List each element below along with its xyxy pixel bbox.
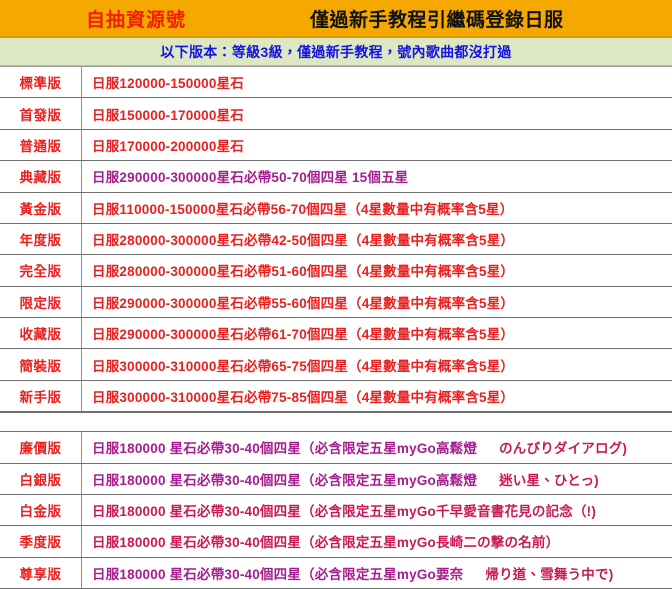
table-row: 完全版 日服280000-300000星石必帶51-60個四星（4星數量中有概率含… <box>0 255 672 287</box>
version-detail-cell: 日服120000-150000星石 <box>82 67 672 97</box>
table-row: 年度版 日服280000-300000星石必帶42-50個四星（4星數量中有概率含… <box>0 223 672 256</box>
table-row: 限定版 日服290000-300000星石必帶55-60個四星（4星數量中有概率含… <box>0 286 672 318</box>
version-detail-cell: 日服180000 星石必帶30-40個四星（必含限定五星myGo要奈 帰り道、雪舞… <box>82 558 672 588</box>
version-detail-text: 日服290000-300000星石必帶50-70個四星 15個五星 <box>92 170 409 186</box>
table-row: 尊享版 日服180000 星石必帶30-40個四星（必含限定五星myGo要奈 帰り道… <box>0 557 672 589</box>
version-label-cell: 廉價版 <box>0 432 82 463</box>
version-detail-cell: 日服290000-300000星石必帶50-70個四星 15個五星 <box>82 161 672 191</box>
version-label-cell: 白銀版 <box>0 463 82 494</box>
header-band: 自抽資源號 僅過新手教程引繼碼登錄日服 <box>0 0 672 38</box>
version-label-cell: 白金版 <box>0 494 82 526</box>
version-detail-text: 日服180000 星石必帶30-40個四星（必含限定五星myGo要奈 <box>92 566 464 582</box>
version-detail-text: 日服150000-170000星石 <box>92 107 244 123</box>
version-label-cell: 年度版 <box>0 223 82 255</box>
version-detail-cell: 日服280000-300000星石必帶51-60個四星（4星數量中有概率含5星） <box>82 255 672 285</box>
version-detail-text: 日服120000-150000星石 <box>92 76 244 92</box>
version-detail-text: 日服180000 星石必帶30-40個四星（必含限定五星myGo高鬆燈 <box>92 441 478 457</box>
section-separator <box>0 412 672 433</box>
table-row: 收藏版 日服290000-300000星石必帶61-70個四星（4星數量中有概率含… <box>0 318 672 350</box>
version-label-cell: 典藏版 <box>0 161 82 192</box>
version-label-cell: 尊享版 <box>0 557 82 588</box>
version-label-cell: 普通版 <box>0 129 82 161</box>
version-detail-cell: 日服290000-300000星石必帶55-60個四星（4星數量中有概率含5星） <box>82 287 672 317</box>
table-row: 標準版 日服120000-150000星石 <box>0 67 672 99</box>
version-detail-text: 日服300000-310000星石必帶65-75個四星（4星數量中有概率含5星） <box>92 358 515 374</box>
version-detail-text: 日服280000-300000星石必帶42-50個四星（4星數量中有概率含5星） <box>92 233 515 249</box>
version-label-cell: 季度版 <box>0 526 82 557</box>
version-detail-cell: 日服180000 星石必帶30-40個四星（必含限定五星myGo高鬆燈 のんびりダ… <box>82 432 672 462</box>
version-detail-text: 日服290000-300000星石必帶55-60個四星（4星數量中有概率含5星） <box>92 295 515 311</box>
version-detail-cell: 日服170000-200000星石 <box>82 130 672 160</box>
version-label-cell: 完全版 <box>0 255 82 286</box>
page-title-right: 僅過新手教程引繼碼登錄日服 <box>310 9 564 31</box>
version-detail-cell: 日服150000-170000星石 <box>82 98 672 128</box>
version-detail-text: 日服180000 星石必帶30-40個四星（必含限定五星myGo千早愛音書花見の… <box>92 504 597 520</box>
table-row: 新手版 日服300000-310000星石必帶75-85個四星（4星數量中有概率含… <box>0 380 672 413</box>
version-detail-cell: 日服300000-310000星石必帶75-85個四星（4星數量中有概率含5星） <box>82 381 672 411</box>
table-row: 簡裝版 日服300000-310000星石必帶65-75個四星（4星數量中有概率含… <box>0 349 672 381</box>
version-detail-text: 日服280000-300000星石必帶51-60個四星（4星數量中有概率含5星） <box>92 264 515 280</box>
version-detail-cell: 日服110000-150000星石必帶56-70個四星（4星數量中有概率含5星） <box>82 193 672 223</box>
table-row: 白金版 日服180000 星石必帶30-40個四星（必含限定五星myGo千早愛音書… <box>0 494 672 527</box>
version-detail-cell: 日服180000 星石必帶30-40個四星（必含限定五星myGo高鬆燈 迷い星、ひ… <box>82 464 672 494</box>
version-detail-cell: 日服180000 星石必帶30-40個四星（必含限定五星myGo千早愛音書花見の… <box>82 495 672 525</box>
subtitle-text: 以下版本：等級3級，僅過新手教程，號內歌曲都沒打過 <box>160 43 512 60</box>
table-row: 季度版 日服180000 星石必帶30-40個四星（必含限定五星myGo長崎二の撃… <box>0 526 672 558</box>
table-row: 首發版 日服150000-170000星石 <box>0 98 672 130</box>
subtitle-band: 以下版本：等級3級，僅過新手教程，號內歌曲都沒打過 <box>0 38 672 66</box>
version-detail-text: 日服170000-200000星石 <box>92 138 244 154</box>
version-label-cell: 首發版 <box>0 98 82 129</box>
table-row: 廉價版 日服180000 星石必帶30-40個四星（必含限定五星myGo高鬆燈 のん… <box>0 432 672 464</box>
version-detail-cell: 日服280000-300000星石必帶42-50個四星（4星數量中有概率含5星） <box>82 224 672 254</box>
table-row: 典藏版 日服290000-300000星石必帶50-70個四星 15個五星 <box>0 161 672 193</box>
version-detail-text: 日服290000-300000星石必帶61-70個四星（4星數量中有概率含5星） <box>92 327 515 343</box>
version-label-cell: 標準版 <box>0 67 82 98</box>
version-detail-extra: 迷い星、ひとっ) <box>499 472 599 488</box>
version-label-cell: 新手版 <box>0 380 82 412</box>
version-detail-extra: 帰り道、雪舞う中で) <box>485 566 614 582</box>
version-detail-cell: 日服290000-300000星石必帶61-70個四星（4星數量中有概率含5星） <box>82 318 672 348</box>
version-detail-text: 日服300000-310000星石必帶75-85個四星（4星數量中有概率含5星） <box>92 389 515 405</box>
version-label-cell: 黃金版 <box>0 192 82 223</box>
table-row: 黃金版 日服110000-150000星石必帶56-70個四星（4星數量中有概率含… <box>0 192 672 224</box>
version-price-table: 標準版 日服120000-150000星石 首發版 日服150000-170000星石… <box>0 66 672 589</box>
table-row: 普通版 日服170000-200000星石 <box>0 129 672 162</box>
table-row: 白銀版 日服180000 星石必帶30-40個四星（必含限定五星myGo高鬆燈 迷い… <box>0 463 672 495</box>
version-detail-text: 日服180000 星石必帶30-40個四星（必含限定五星myGo高鬆燈 <box>92 472 478 488</box>
version-label-cell: 限定版 <box>0 286 82 317</box>
page-title-left: 自抽資源號 <box>86 9 187 31</box>
version-detail-text: 日服110000-150000星石必帶56-70個四星（4星數量中有概率含5星） <box>92 201 514 217</box>
version-detail-extra: のんびりダイアログ) <box>499 441 628 457</box>
version-detail-cell: 日服180000 星石必帶30-40個四星（必含限定五星myGo長崎二の撃の名前… <box>82 526 672 556</box>
version-detail-cell: 日服300000-310000星石必帶65-75個四星（4星數量中有概率含5星） <box>82 349 672 379</box>
version-label-cell: 收藏版 <box>0 318 82 349</box>
version-detail-text: 日服180000 星石必帶30-40個四星（必含限定五星myGo長崎二の撃の名前… <box>92 535 560 551</box>
version-label-cell: 簡裝版 <box>0 349 82 380</box>
